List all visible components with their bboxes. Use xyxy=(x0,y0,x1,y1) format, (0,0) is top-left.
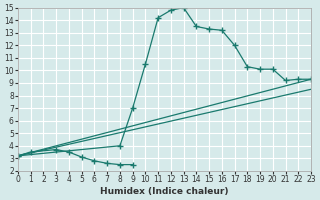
X-axis label: Humidex (Indice chaleur): Humidex (Indice chaleur) xyxy=(100,187,229,196)
